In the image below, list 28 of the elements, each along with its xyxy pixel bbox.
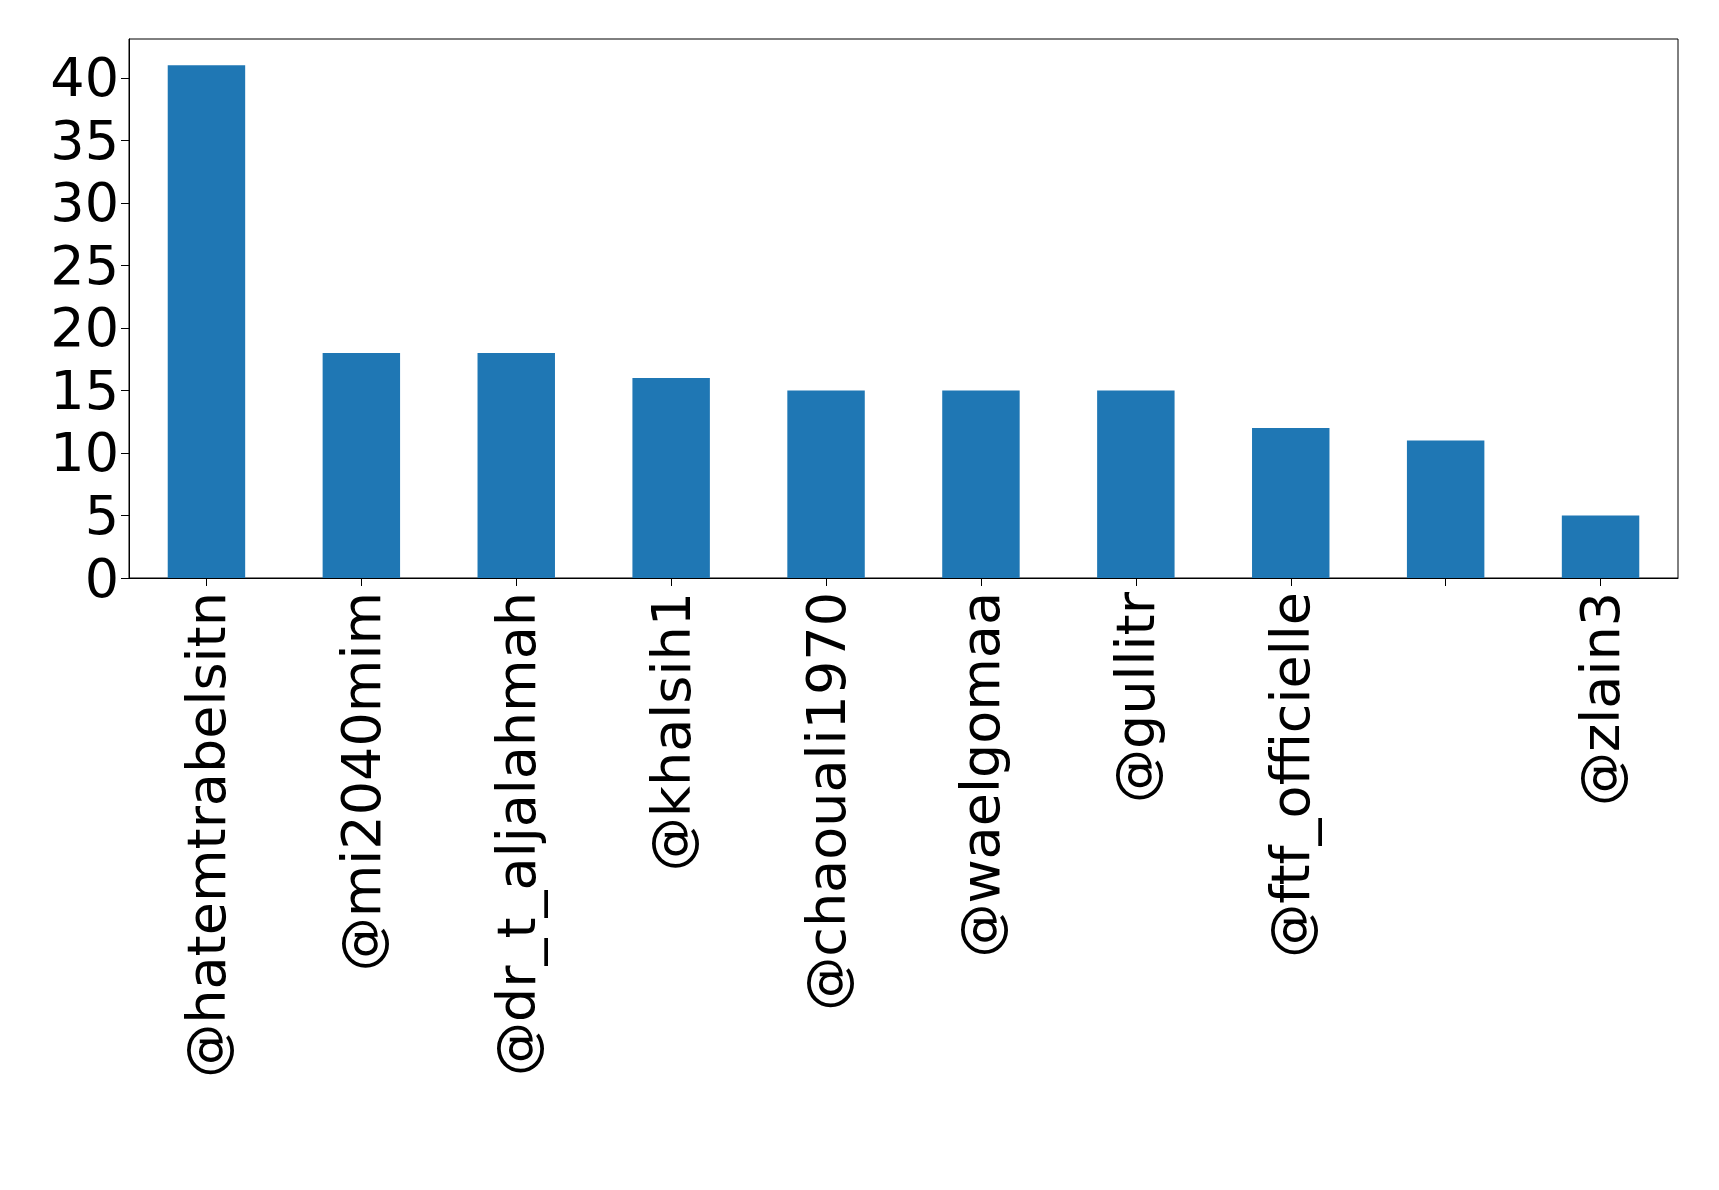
bar [477,352,555,578]
bar [167,65,246,578]
x-tick-label: @zlain3 [1569,592,1633,807]
bar [1252,427,1330,578]
bar [1097,390,1175,578]
x-tick-label: @gullitr [1104,591,1168,803]
y-tick-label: 10 [50,421,119,485]
y-tick-label: 0 [84,546,119,610]
bar [322,352,401,578]
bar [632,377,710,578]
bar [942,390,1020,578]
y-tick-label: 15 [50,358,119,422]
y-tick-label: 40 [50,46,119,110]
bar [787,390,865,578]
x-tick-label: @chaouali1970 [794,592,858,1011]
y-tick-label: 20 [50,296,119,360]
x-tick-label: @khalsih1 [639,592,703,872]
y-tick-label: 35 [50,108,119,172]
x-tick-label: @mi2040mim [329,592,393,972]
y-tick-label: 25 [50,233,119,297]
y-tick-label: 5 [84,483,119,547]
x-tick-label: @waelgomaa [949,592,1013,958]
x-tick-label: @dr_t_aljalahmah [484,592,548,1077]
x-tick-label: @ftf_officielle [1259,592,1323,958]
bar [1406,440,1485,578]
y-tick-label: 30 [50,171,119,235]
x-tick-label: @hatemtrabelsitn [174,592,238,1078]
bar [1561,515,1640,578]
